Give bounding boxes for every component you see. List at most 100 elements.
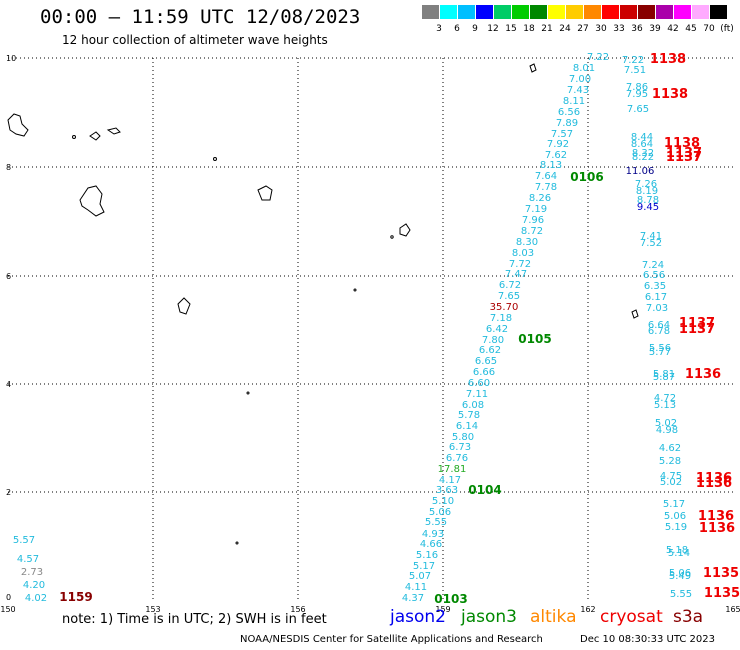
island-dot (213, 157, 217, 161)
scale-label: 21 (541, 24, 553, 34)
island-outline (79, 185, 105, 217)
wave-height-value: 4.02 (25, 593, 47, 604)
island-outline (631, 309, 639, 319)
wave-height-value: 5.81 (653, 369, 675, 380)
pass-time-label: 1136 (698, 509, 734, 524)
wave-height-value: 17.81 (438, 464, 467, 475)
island-dot (246, 391, 250, 395)
wave-height-value: 6.62 (479, 345, 501, 356)
wave-height-value: 4.17 (439, 475, 461, 486)
wave-height-value: 7.57 (551, 129, 573, 140)
wave-height-value: 5.02 (660, 477, 682, 488)
scale-label: 36 (631, 24, 643, 34)
island-outline (529, 63, 537, 73)
wave-height-value: 5.16 (416, 550, 438, 561)
credit-text: NOAA/NESDIS Center for Satellite Applica… (240, 634, 543, 645)
scale-swatch (620, 5, 637, 19)
pass-time-label: 1138 (652, 87, 688, 102)
wave-height-value: 6.56 (643, 270, 665, 281)
footer-note: note: 1) Time is in UTC; 2) SWH is in fe… (62, 612, 327, 627)
wave-height-value: 8.03 (512, 248, 534, 259)
scale-swatch (422, 5, 439, 19)
scale-swatch (584, 5, 601, 19)
legend-item-jason3: jason3 (461, 607, 517, 627)
legend-item-s3a: s3a (673, 607, 704, 627)
pass-time-label: 1137 (679, 316, 715, 331)
wave-height-value: 7.22 (622, 55, 644, 66)
pass-time-label: 1137 (679, 322, 715, 337)
wave-height-labels: 7.228.017.007.438.116.567.897.577.927.62… (13, 52, 692, 604)
wave-height-value: 7.47 (505, 269, 527, 280)
scale-swatch (566, 5, 583, 19)
scale-swatch (638, 5, 655, 19)
pass-time-label: 0105 (518, 332, 551, 346)
wave-height-value: 5.55 (670, 589, 692, 600)
wave-height-value: 5.55 (425, 517, 447, 528)
wave-height-value: 7.86 (626, 82, 648, 93)
wave-height-value: 8.19 (636, 186, 658, 197)
wave-height-value: 7.18 (490, 313, 512, 324)
wave-height-value: 5.06 (669, 568, 691, 579)
wave-height-value: 7.19 (525, 204, 547, 215)
x-tick-label: 153 (145, 605, 160, 614)
pass-time-label: 0106 (570, 170, 603, 184)
wave-height-value: 5.06 (664, 511, 686, 522)
wave-height-value: 8.26 (529, 193, 551, 204)
wave-height-value: 6.78 (648, 326, 670, 337)
x-tick-label: 159 (435, 605, 450, 614)
scale-label: 39 (649, 24, 661, 34)
y-tick-label: 2 (6, 488, 11, 497)
wave-height-value: 7.65 (627, 104, 649, 115)
island-outline (7, 113, 29, 137)
island-dot (235, 541, 239, 545)
pass-time-labels: 1138113811381137113711371137113611361136… (59, 52, 740, 606)
wave-height-value: 5.18 (666, 545, 688, 556)
wave-height-value: 6.60 (468, 378, 490, 389)
pass-time-label: 1136 (696, 476, 732, 491)
wave-height-value: 8.72 (521, 226, 543, 237)
island-dot (72, 135, 76, 139)
wave-height-value: 8.44 (631, 132, 653, 143)
island-dot (353, 288, 357, 292)
scale-label: 15 (505, 24, 517, 34)
wave-height-value: 4.20 (23, 580, 45, 591)
y-tick-label: 10 (6, 54, 16, 63)
legend-item-altika: altika (530, 607, 577, 627)
wave-height-value: 6.56 (558, 107, 580, 118)
scale-swatch (458, 5, 475, 19)
wave-height-value: 8.22 (632, 152, 654, 163)
island-outline (257, 185, 273, 201)
wave-height-value: 7.62 (545, 150, 567, 161)
wave-height-value: 9.45 (637, 202, 659, 213)
scale-label: 45 (685, 24, 697, 34)
wave-height-value: 35.70 (490, 302, 519, 313)
y-tick-label: 4 (6, 380, 11, 389)
wave-height-value: 5.49 (669, 571, 691, 582)
wave-height-value: 6.72 (499, 280, 521, 291)
wave-height-value: 5.02 (655, 418, 677, 429)
map-gridlines (8, 57, 733, 600)
wave-height-value: 7.52 (640, 238, 662, 249)
wave-height-value: 4.57 (17, 554, 39, 565)
pass-time-label: 1138 (664, 136, 700, 151)
wave-height-value: 7.03 (646, 303, 668, 314)
scale-label: 6 (454, 24, 460, 34)
wave-height-value: 7.11 (466, 389, 488, 400)
scale-label: 27 (577, 24, 589, 34)
wave-height-value: 5.78 (458, 410, 480, 421)
generated-timestamp: Dec 10 08:30:33 UTC 2023 (580, 634, 715, 645)
wave-height-value: 4.66 (420, 539, 442, 550)
wave-height-value: 4.72 (654, 393, 676, 404)
scale-swatch (440, 5, 457, 19)
scale-label: 42 (667, 24, 679, 34)
pass-time-label: 1137 (666, 150, 702, 165)
legend-item-jason2: jason2 (390, 607, 446, 627)
island-outline (399, 223, 411, 237)
wave-height-value: 8.11 (563, 96, 585, 107)
pass-time-label: 1137 (666, 146, 702, 161)
scale-swatch (548, 5, 565, 19)
wave-height-value: 7.96 (522, 215, 544, 226)
x-tick-label: 156 (290, 605, 305, 614)
x-tick-label: 162 (580, 605, 595, 614)
